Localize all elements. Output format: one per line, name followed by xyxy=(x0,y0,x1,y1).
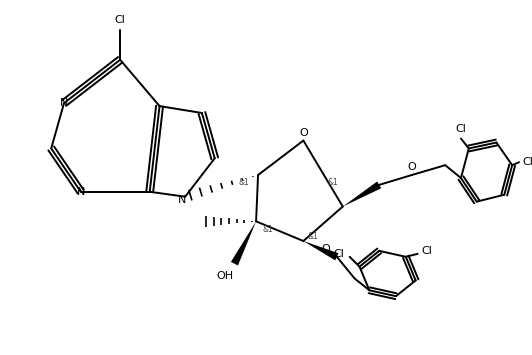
Text: &1: &1 xyxy=(262,225,273,234)
Text: &1: &1 xyxy=(328,179,338,187)
Text: N: N xyxy=(77,187,85,197)
Polygon shape xyxy=(343,181,381,207)
Polygon shape xyxy=(231,221,256,266)
Polygon shape xyxy=(303,241,338,260)
Text: O: O xyxy=(299,128,307,138)
Text: O: O xyxy=(321,244,330,254)
Text: Cl: Cl xyxy=(334,249,345,259)
Text: N: N xyxy=(178,195,186,205)
Text: Cl: Cl xyxy=(421,246,433,256)
Text: &1: &1 xyxy=(308,231,319,241)
Text: Cl: Cl xyxy=(522,157,532,167)
Text: Cl: Cl xyxy=(455,124,467,134)
Text: N: N xyxy=(60,98,68,108)
Text: O: O xyxy=(408,162,416,172)
Text: OH: OH xyxy=(216,272,233,282)
Text: &1: &1 xyxy=(239,179,250,187)
Text: Cl: Cl xyxy=(115,15,126,26)
